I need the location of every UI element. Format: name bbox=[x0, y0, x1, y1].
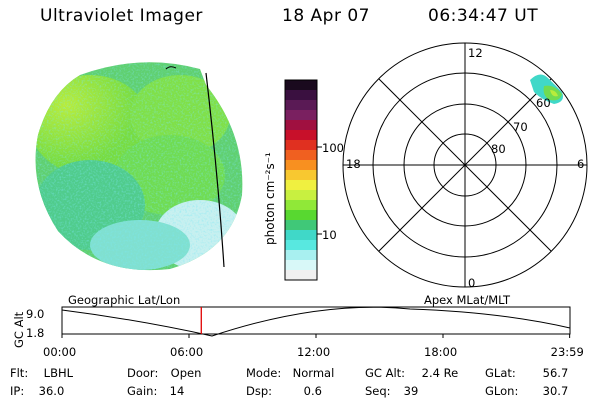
colorbar-cell bbox=[285, 110, 317, 121]
colorbar-cell bbox=[285, 80, 317, 91]
info-ip-value: 36.0 bbox=[38, 384, 65, 398]
instrument-title: Ultraviolet Imager bbox=[40, 6, 203, 26]
colorbar-cell bbox=[285, 220, 317, 231]
aurora-patch bbox=[530, 74, 563, 104]
info-mode: Mode: Normal bbox=[246, 366, 334, 380]
info-filter: Flt: LBHL bbox=[10, 366, 73, 380]
colorbar-cell bbox=[285, 90, 317, 101]
colorbar bbox=[284, 79, 322, 281]
colorbar-cell bbox=[285, 200, 317, 211]
polar-mlt-plot bbox=[342, 42, 588, 288]
colorbar-cell bbox=[285, 260, 317, 271]
info-seq-value: 39 bbox=[403, 384, 419, 398]
info-filter-value: LBHL bbox=[43, 366, 74, 380]
info-glon: GLon: 30.7 bbox=[485, 384, 568, 398]
info-seq: Seq: 39 bbox=[365, 384, 418, 398]
info-filter-key: Flt: bbox=[10, 366, 29, 380]
timeline-x-tick-label: 23:59 bbox=[550, 345, 584, 359]
apex-mlat-label: Apex MLat/MLT bbox=[424, 293, 511, 307]
info-gcalt-value: 2.4 Re bbox=[421, 366, 459, 380]
polar-grid bbox=[342, 42, 588, 288]
colorbar-cell bbox=[285, 150, 317, 161]
info-dsp-key: Dsp: bbox=[246, 384, 273, 398]
colorbar-cell bbox=[285, 160, 317, 171]
colorbar-cell bbox=[285, 170, 317, 181]
disk-fill bbox=[35, 62, 243, 271]
timeline-x-tick-label: 18:00 bbox=[424, 345, 458, 359]
timeline-x-tick-label: 00:00 bbox=[43, 345, 77, 359]
info-mode-value: Normal bbox=[292, 366, 335, 380]
info-dsp-value: 0.6 bbox=[303, 384, 322, 398]
colorbar-cell bbox=[285, 120, 317, 131]
polar-ring-label-70: 70 bbox=[513, 120, 528, 134]
info-door-key: Door: bbox=[127, 366, 159, 380]
info-gcalt: GC Alt: 2.4 Re bbox=[365, 366, 458, 380]
info-glat-key: GLat: bbox=[485, 366, 516, 380]
polar-label-12: 12 bbox=[468, 46, 483, 60]
date-label: 18 Apr 07 bbox=[282, 6, 370, 26]
info-glon-value: 30.7 bbox=[542, 384, 569, 398]
altitude-timeline bbox=[61, 306, 571, 338]
colorbar-cell bbox=[285, 230, 317, 241]
info-gcalt-key: GC Alt: bbox=[365, 366, 406, 380]
info-gain-value: 14 bbox=[169, 384, 185, 398]
info-mode-key: Mode: bbox=[246, 366, 282, 380]
colorbar-cell bbox=[285, 190, 317, 201]
altitude-curve bbox=[61, 306, 571, 337]
polar-label-0: 0 bbox=[468, 276, 476, 290]
colorbar-cell bbox=[285, 250, 317, 261]
timeline-x-tick-label: 12:00 bbox=[297, 345, 331, 359]
info-ip-key: IP: bbox=[10, 384, 25, 398]
colorbar-cell bbox=[285, 270, 317, 281]
colorbar-cell bbox=[285, 210, 317, 221]
geo-latlon-label: Geographic Lat/Lon bbox=[68, 293, 181, 307]
colorbar-tick-label-10: 10 bbox=[322, 228, 337, 242]
time-label: 06:34:47 UT bbox=[428, 6, 539, 26]
info-glon-key: GLon: bbox=[485, 384, 519, 398]
info-gain-key: Gain: bbox=[127, 384, 158, 398]
colorbar-unit-label: photon cm⁻²s⁻¹ bbox=[263, 152, 277, 245]
colorbar-tick-label-100: 100 bbox=[322, 141, 344, 155]
info-glat-value: 56.7 bbox=[542, 366, 569, 380]
polar-label-18: 18 bbox=[346, 157, 361, 171]
info-dsp: Dsp: 0.6 bbox=[246, 384, 322, 398]
info-door: Door: Open bbox=[127, 366, 201, 380]
timeline-y-tick-9: 9.0 bbox=[26, 307, 45, 321]
info-glat: GLat: 56.7 bbox=[485, 366, 568, 380]
limb-mark bbox=[165, 66, 177, 70]
polar-label-6: 6 bbox=[577, 157, 585, 171]
info-gain: Gain: 14 bbox=[127, 384, 184, 398]
polar-ring-label-80: 80 bbox=[491, 142, 506, 156]
colorbar-cell bbox=[285, 140, 317, 151]
terminator-line bbox=[205, 72, 225, 268]
colorbar-cell bbox=[285, 130, 317, 141]
uv-earth-image bbox=[35, 62, 243, 271]
timeline-x-tick-label: 06:00 bbox=[170, 345, 204, 359]
info-door-value: Open bbox=[170, 366, 202, 380]
timeline-y-tick-1-8: 1.8 bbox=[26, 326, 45, 340]
colorbar-cell bbox=[285, 240, 317, 251]
colorbar-cell bbox=[285, 100, 317, 111]
info-seq-key: Seq: bbox=[365, 384, 391, 398]
colorbar-cell bbox=[285, 180, 317, 191]
polar-ring-label-60: 60 bbox=[536, 96, 551, 110]
info-ip: IP: 36.0 bbox=[10, 384, 64, 398]
